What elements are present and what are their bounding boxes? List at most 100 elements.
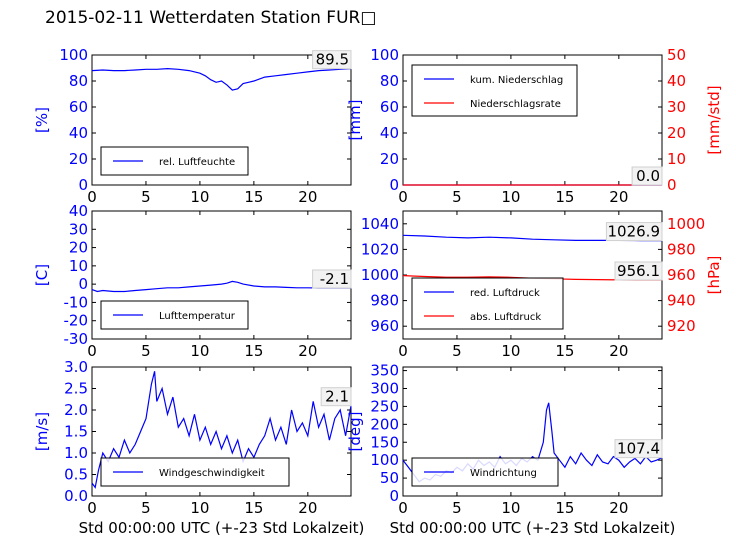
precipitation-y2-tick-label: 10 xyxy=(667,150,686,168)
humidity-series-line-0 xyxy=(91,67,352,91)
winddirection-x-tick-label: 5 xyxy=(452,499,462,517)
pressure-y-tick-label: 960 xyxy=(370,317,399,335)
windspeed-y-tick-label: 1.5 xyxy=(64,423,88,441)
temperature-legend-label: Lufttemperatur xyxy=(159,311,236,322)
winddirection-x-tick-label: 0 xyxy=(398,499,408,517)
temperature-y-tick-label: 20 xyxy=(69,239,88,257)
precipitation-x-tick-label: 20 xyxy=(609,188,628,206)
pressure-y2-tick-label: 960 xyxy=(667,266,696,284)
winddirection-y-tick-label: 200 xyxy=(370,415,399,433)
pressure-current-value-2-bg xyxy=(614,261,663,281)
windspeed-x-tick-label: 20 xyxy=(298,499,317,517)
precipitation-y2-tick-label: 50 xyxy=(667,46,686,64)
winddirection-y-axis-label: [deg] xyxy=(346,412,364,452)
pressure-current-value-2: 956.1 xyxy=(617,262,660,280)
temperature-series-line-0 xyxy=(91,280,351,293)
winddirection-x-tick-label: 15 xyxy=(555,499,574,517)
pressure-y2-axis-label: [hPa] xyxy=(705,256,723,295)
temperature-y-tick-label: -20 xyxy=(64,312,89,330)
precipitation-x-tick-label: 15 xyxy=(555,188,574,206)
windspeed-y-tick-label: 3.0 xyxy=(64,358,88,376)
pressure-current-value: 1026.9 xyxy=(608,223,661,241)
winddirection-plot-frame xyxy=(402,366,663,497)
precipitation-y2-tick-label: 40 xyxy=(667,72,686,90)
precipitation-x-tick-label: 10 xyxy=(501,188,520,206)
precipitation-y2-tick-label: 20 xyxy=(667,124,686,142)
windspeed-x-tick-label: 15 xyxy=(244,499,263,517)
precipitation-y-tick-label: 80 xyxy=(380,72,399,90)
precipitation-x-tick-label: 0 xyxy=(398,188,408,206)
precipitation-legend-label: Niederschlagsrate xyxy=(470,99,561,110)
pressure-legend-box xyxy=(411,277,564,330)
humidity-legend-label: rel. Luftfeuchte xyxy=(159,157,235,168)
pressure-x-tick-label: 0 xyxy=(398,342,408,360)
temperature-y-tick-label: 30 xyxy=(69,220,88,238)
pressure-y-tick-label: 1000 xyxy=(361,266,399,284)
temperature-current-value: -2.1 xyxy=(320,270,349,288)
windspeed-legend-label: Windgeschwindigkeit xyxy=(159,468,265,479)
temperature-y-axis-label: [C] xyxy=(33,264,51,286)
humidity-current-value: 89.5 xyxy=(316,51,349,69)
humidity-y-tick-label: 100 xyxy=(59,46,88,64)
winddirection-y-tick-label: 0 xyxy=(389,487,399,505)
temperature-x-tick-label: 0 xyxy=(87,342,97,360)
winddirection-legend-label: Windrichtung xyxy=(470,468,537,479)
humidity-y-tick-label: 40 xyxy=(69,124,88,142)
precipitation-x-tick-label: 5 xyxy=(452,188,462,206)
temperature-y-tick-label: 40 xyxy=(69,202,88,220)
windspeed-x-axis-label: Std 00:00:00 UTC (+-23 Std Lokalzeit) xyxy=(79,519,365,537)
humidity-plot-frame xyxy=(91,54,352,186)
windspeed-x-tick-label: 10 xyxy=(190,499,209,517)
windspeed-legend-box xyxy=(100,457,290,487)
winddirection-y-tick-label: 250 xyxy=(370,397,399,415)
windspeed-y-tick-label: 0.0 xyxy=(64,487,88,505)
precipitation-y2-tick-label: 0 xyxy=(667,176,677,194)
temperature-y-tick-label: 10 xyxy=(69,257,88,275)
precipitation-current-value-2-bg xyxy=(631,166,663,186)
precipitation-y-tick-label: 0 xyxy=(389,176,399,194)
precipitation-current-value-2: 0.0 xyxy=(636,167,660,185)
pressure-y-tick-label: 980 xyxy=(370,292,399,310)
temperature-y-tick-label: 0 xyxy=(78,275,88,293)
winddirection-x-axis-label: Std 00:00:00 UTC (+-23 Std Lokalzeit) xyxy=(390,519,676,537)
windspeed-y-tick-label: 2.0 xyxy=(64,401,88,419)
temperature-current-value-bg xyxy=(312,269,352,289)
humidity-x-tick-label: 10 xyxy=(190,188,209,206)
pressure-x-tick-label: 10 xyxy=(501,342,520,360)
page-title: 2015-02-11 Wetterdaten Station FUR□ xyxy=(45,8,377,28)
temperature-x-tick-label: 10 xyxy=(190,342,209,360)
pressure-x-tick-label: 20 xyxy=(609,342,628,360)
pressure-current-value-bg xyxy=(605,222,663,242)
windspeed-current-value-bg xyxy=(320,387,352,407)
windspeed-y-tick-label: 2.5 xyxy=(64,380,88,398)
humidity-x-tick-label: 5 xyxy=(141,188,151,206)
winddirection-x-tick-label: 20 xyxy=(609,499,628,517)
humidity-x-tick-label: 0 xyxy=(87,188,97,206)
precipitation-legend-box xyxy=(411,64,578,117)
precipitation-y2-tick-label: 30 xyxy=(667,98,686,116)
windspeed-series-line-0 xyxy=(91,371,352,489)
windspeed-x-tick-label: 5 xyxy=(141,499,151,517)
humidity-y-axis-label: [%] xyxy=(33,107,51,133)
precipitation-y-tick-label: 40 xyxy=(380,124,399,142)
winddirection-y-tick-label: 150 xyxy=(370,433,399,451)
pressure-legend-label: red. Luftdruck xyxy=(470,288,540,299)
precipitation-y2-axis-label: [mm/std] xyxy=(705,85,723,154)
precipitation-y-tick-label: 20 xyxy=(380,150,399,168)
winddirection-y-tick-label: 100 xyxy=(370,451,399,469)
precipitation-legend-label: kum. Niederschlag xyxy=(470,75,563,86)
humidity-y-tick-label: 80 xyxy=(69,72,88,90)
precipitation-y-axis-label: [mm] xyxy=(346,100,364,141)
winddirection-current-value-bg xyxy=(614,439,663,459)
windspeed-x-tick-label: 0 xyxy=(87,499,97,517)
windspeed-y-tick-label: 1.0 xyxy=(64,444,88,462)
pressure-y2-tick-label: 1000 xyxy=(667,215,705,233)
winddirection-y-tick-label: 350 xyxy=(370,362,399,380)
pressure-y-tick-label: 1020 xyxy=(361,240,399,258)
temperature-x-tick-label: 5 xyxy=(141,342,151,360)
pressure-y2-tick-label: 940 xyxy=(667,292,696,310)
windspeed-current-value: 2.1 xyxy=(325,388,349,406)
humidity-y-tick-label: 20 xyxy=(69,150,88,168)
temperature-x-tick-label: 20 xyxy=(298,342,317,360)
